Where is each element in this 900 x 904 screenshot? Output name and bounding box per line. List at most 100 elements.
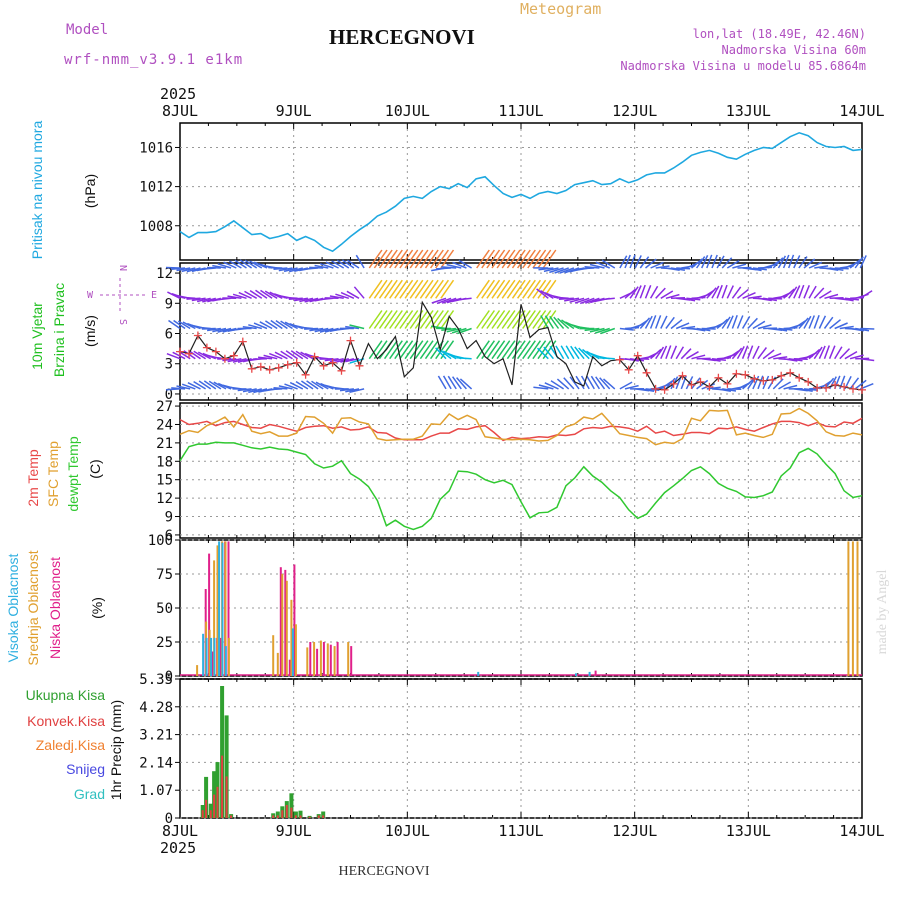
wind-arrow (860, 329, 874, 330)
x-tick-label-top: 11JUL (498, 102, 543, 120)
wind-arrow (579, 268, 594, 269)
compass-east: E (151, 290, 157, 301)
y-tick-label: 1016 (139, 140, 173, 156)
cloud-bar-mid (320, 641, 322, 676)
y-tick-label: 24 (156, 417, 173, 433)
cloud-bar-mid (847, 541, 849, 676)
precip-legend-total: Ukupna Kisa (26, 687, 106, 703)
pressure-ylabel: Pritisak na nivou mora (29, 121, 45, 260)
cloud-bar-low (350, 646, 352, 676)
wind-arrow (635, 255, 641, 268)
compass-west: W (87, 290, 94, 301)
precip-bar-conv (205, 800, 207, 818)
cloud-ylabel-low: Niska Oblacnost (47, 557, 63, 659)
precip-bar-conv (318, 815, 320, 818)
precip-bar-conv (230, 815, 232, 818)
y-tick-label: 15 (156, 473, 173, 489)
wind-gust-mark (239, 338, 247, 346)
cloud-bar-high (206, 638, 208, 676)
wind-gust-mark (248, 365, 256, 373)
model-altitude-text: Nadmorska Visina u modelu 85.6864m (620, 59, 866, 73)
precip-bar-conv (295, 815, 297, 818)
cloud-bar-high (292, 628, 294, 676)
panel-frame (180, 123, 862, 260)
cloud-bar-mid (327, 643, 329, 676)
compass-south: S (117, 319, 128, 325)
cloud-bar-mid (334, 646, 336, 676)
wind-arrows (166, 250, 874, 393)
wind-gust-mark (266, 366, 274, 374)
cloud-bar-low (595, 671, 597, 676)
temp-unit: (C) (87, 459, 103, 478)
temp-ylabel-3: dewpt Temp (65, 436, 81, 511)
wind-arrow (722, 285, 727, 298)
meteogram-label: Meteogram (520, 0, 601, 18)
cloud-bar-high (214, 638, 216, 676)
wind-arrow (712, 255, 717, 268)
precip-legend-hail: Grad (74, 786, 105, 802)
wind-gust-mark (849, 385, 857, 393)
wind-gust-mark (804, 378, 812, 386)
cloud-bar-low (330, 645, 332, 676)
y-tick-label: 3 (165, 357, 173, 373)
x-tick-label-top: 9JUL (276, 102, 312, 120)
pressure-unit: (hPa) (82, 174, 98, 208)
precip-bar-conv (213, 795, 215, 818)
temp-ylabel-1: 2m Temp (25, 449, 41, 507)
cloud-bar-mid (347, 642, 349, 676)
cloud-bar-high (575, 673, 577, 676)
plot-area: 1008101210160369126912151821242702550751… (139, 102, 884, 840)
station-title: HERCEGNOVI (329, 25, 475, 49)
wind-arrow (825, 346, 830, 359)
cloud-bar-high (589, 672, 591, 676)
y-tick-label: 12 (156, 266, 173, 282)
y-tick-label: 12 (156, 491, 173, 507)
x-tick-label-bottom: 8JUL (162, 822, 198, 840)
cloud-bar-mid (857, 541, 859, 676)
cloud-bar-mid (313, 642, 315, 676)
cloud-bar-mid (228, 638, 230, 676)
wind-ylabel-1: 10m Vjetar (29, 302, 45, 370)
precip-bar-conv (277, 815, 279, 818)
y-tick-label: 21 (156, 436, 173, 452)
wind-arrow (309, 267, 323, 268)
precip-bar-conv (281, 810, 283, 818)
wind-arrow (814, 315, 819, 328)
precip-bar-conv (322, 815, 324, 818)
wind-arrow (600, 358, 615, 359)
wind-gust-mark (795, 374, 803, 382)
temp-ylabel-2: SFC Temp (45, 441, 61, 507)
model-label: Model (66, 22, 108, 38)
wind-gust-mark (777, 372, 785, 380)
y-tick-label: 1012 (139, 180, 173, 196)
lonlat-text: lon,lat (18.49E, 42.46N) (693, 27, 866, 41)
wind-arrow (753, 346, 759, 359)
wind-arrow (727, 286, 733, 299)
year-label-bottom: 2025 (160, 839, 196, 857)
model-name: wrf-nmm_v3.9.1 e1km (64, 52, 243, 68)
cloud-bar-mid (306, 647, 308, 676)
precip-bar-conv (202, 810, 204, 818)
precip-bar-conv (217, 787, 219, 818)
y-tick-label: 25 (156, 635, 173, 651)
wind-arrow (738, 316, 743, 329)
x-tick-label-bottom: 9JUL (276, 822, 312, 840)
y-tick-label: 100 (148, 533, 173, 549)
x-tick-label-top: 12JUL (612, 102, 657, 120)
pressure-line (180, 133, 862, 251)
precip-ylabel: 1hr Precip (mm) (108, 700, 124, 800)
precip-bar-conv (210, 810, 212, 818)
wind-unit: (m/s) (82, 315, 98, 347)
cloud-ylabel-mid: Srednja Oblacnost (25, 550, 41, 665)
precip-bar-conv (286, 805, 288, 818)
cloud-bar-low (309, 642, 311, 676)
wind-gust-mark (822, 384, 830, 392)
x-tick-label-top: 10JUL (385, 102, 430, 120)
precip-bar-conv (309, 817, 311, 818)
y-tick-label: 1.07 (139, 783, 173, 799)
wind-arrow (758, 376, 763, 389)
cloud-bar-mid (277, 653, 279, 676)
wind-arrow (804, 285, 809, 298)
